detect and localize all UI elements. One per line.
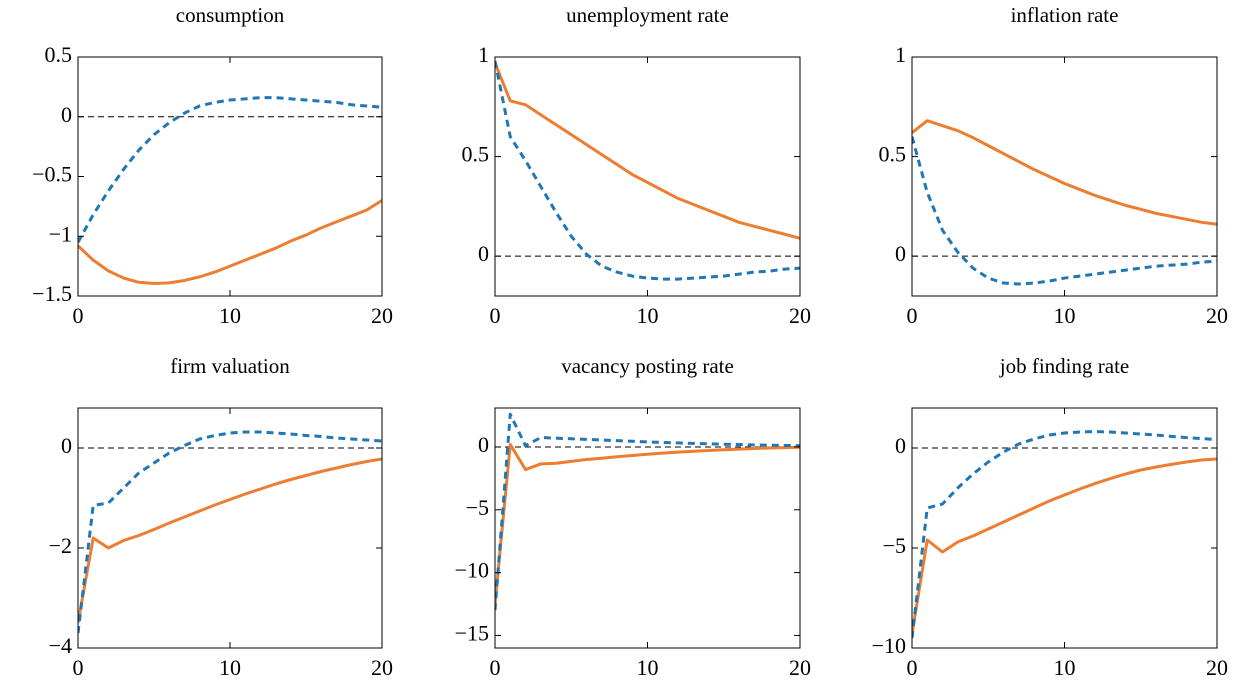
x-tick-label: 0	[907, 655, 918, 680]
x-tick-label: 10	[637, 655, 659, 680]
axes-frame	[911, 56, 1218, 297]
x-tick-label: 20	[371, 303, 393, 328]
x-tick-label: 20	[1206, 655, 1228, 680]
y-tick-label: 1	[895, 42, 906, 67]
series-line	[495, 60, 800, 281]
y-tick-label: −10	[455, 558, 489, 583]
series-line	[495, 412, 800, 611]
x-tick-label: 20	[789, 655, 811, 680]
y-tick-label: 0.5	[879, 142, 907, 167]
y-tick-label: −5	[883, 533, 906, 558]
y-tick-label: −1.5	[32, 281, 72, 306]
subplot: consumption 0 10 20 −1.5 −1 −0.5 0 0.5	[32, 3, 393, 328]
x-tick-label: 0	[73, 655, 84, 680]
x-tick-label: 20	[1206, 303, 1228, 328]
plot-area	[912, 430, 1217, 639]
subplot-title: unemployment rate	[566, 3, 729, 27]
series-line	[912, 457, 1217, 635]
x-tick-label: 20	[371, 655, 393, 680]
y-tick-label: 0	[61, 433, 72, 458]
subplot: firm valuation 0 10 20 −4 −2 0	[49, 354, 393, 680]
series-line	[912, 136, 1217, 286]
series-line	[912, 119, 1217, 226]
axes-frame	[77, 56, 383, 297]
y-tick-label: 0	[478, 432, 489, 457]
y-tick-label: −10	[872, 633, 906, 658]
y-tick-label: −15	[455, 620, 489, 645]
axes-frame	[494, 56, 801, 297]
y-tick-label: 0	[895, 433, 906, 458]
axes-frame	[77, 407, 383, 649]
y-tick-label: −2	[49, 533, 72, 558]
x-tick-label: 10	[637, 303, 659, 328]
y-tick-label: 0.5	[462, 142, 490, 167]
x-tick-label: 0	[490, 655, 501, 680]
plot-area	[495, 412, 800, 611]
subplot-title: consumption	[176, 3, 285, 27]
plot-area	[78, 430, 382, 634]
y-tick-label: 0.5	[45, 42, 73, 67]
subplot: unemployment rate 0 10 20 0 0.5 1	[462, 3, 812, 328]
x-tick-label: 0	[490, 303, 501, 328]
x-tick-label: 0	[73, 303, 84, 328]
x-tick-label: 10	[1054, 303, 1076, 328]
y-tick-label: −0.5	[32, 162, 72, 187]
y-tick-label: 0	[61, 102, 72, 127]
y-tick-label: 0	[478, 241, 489, 266]
y-tick-label: −1	[49, 221, 72, 246]
plot-area	[912, 119, 1217, 286]
series-line	[78, 199, 382, 285]
x-tick-label: 10	[219, 655, 241, 680]
plot-area	[78, 96, 382, 285]
subplot: vacancy posting rate 0 10 20 −15 −10 −5 0	[455, 354, 811, 680]
y-tick-label: −5	[466, 495, 489, 520]
subplot: inflation rate 0 10 20 0 0.5 1	[879, 3, 1229, 328]
series-line	[78, 430, 382, 634]
series-line	[495, 442, 800, 605]
series-line	[78, 457, 382, 624]
plot-area	[495, 60, 800, 281]
axes-frame	[911, 407, 1218, 649]
subplot-title: inflation rate	[1011, 3, 1119, 27]
x-tick-label: 0	[907, 303, 918, 328]
y-tick-label: 0	[895, 241, 906, 266]
x-tick-label: 10	[219, 303, 241, 328]
series-line	[912, 430, 1217, 639]
x-tick-label: 10	[1054, 655, 1076, 680]
x-tick-label: 20	[789, 303, 811, 328]
subplot-title: vacancy posting rate	[561, 354, 734, 378]
series-line	[78, 96, 382, 243]
subplot: job finding rate 0 10 20 −10 −5 0	[872, 354, 1228, 680]
y-tick-label: 1	[478, 42, 489, 67]
subplot-title: firm valuation	[170, 354, 290, 378]
series-line	[495, 62, 800, 240]
subplot-title: job finding rate	[999, 354, 1129, 378]
y-tick-label: −4	[49, 633, 72, 658]
